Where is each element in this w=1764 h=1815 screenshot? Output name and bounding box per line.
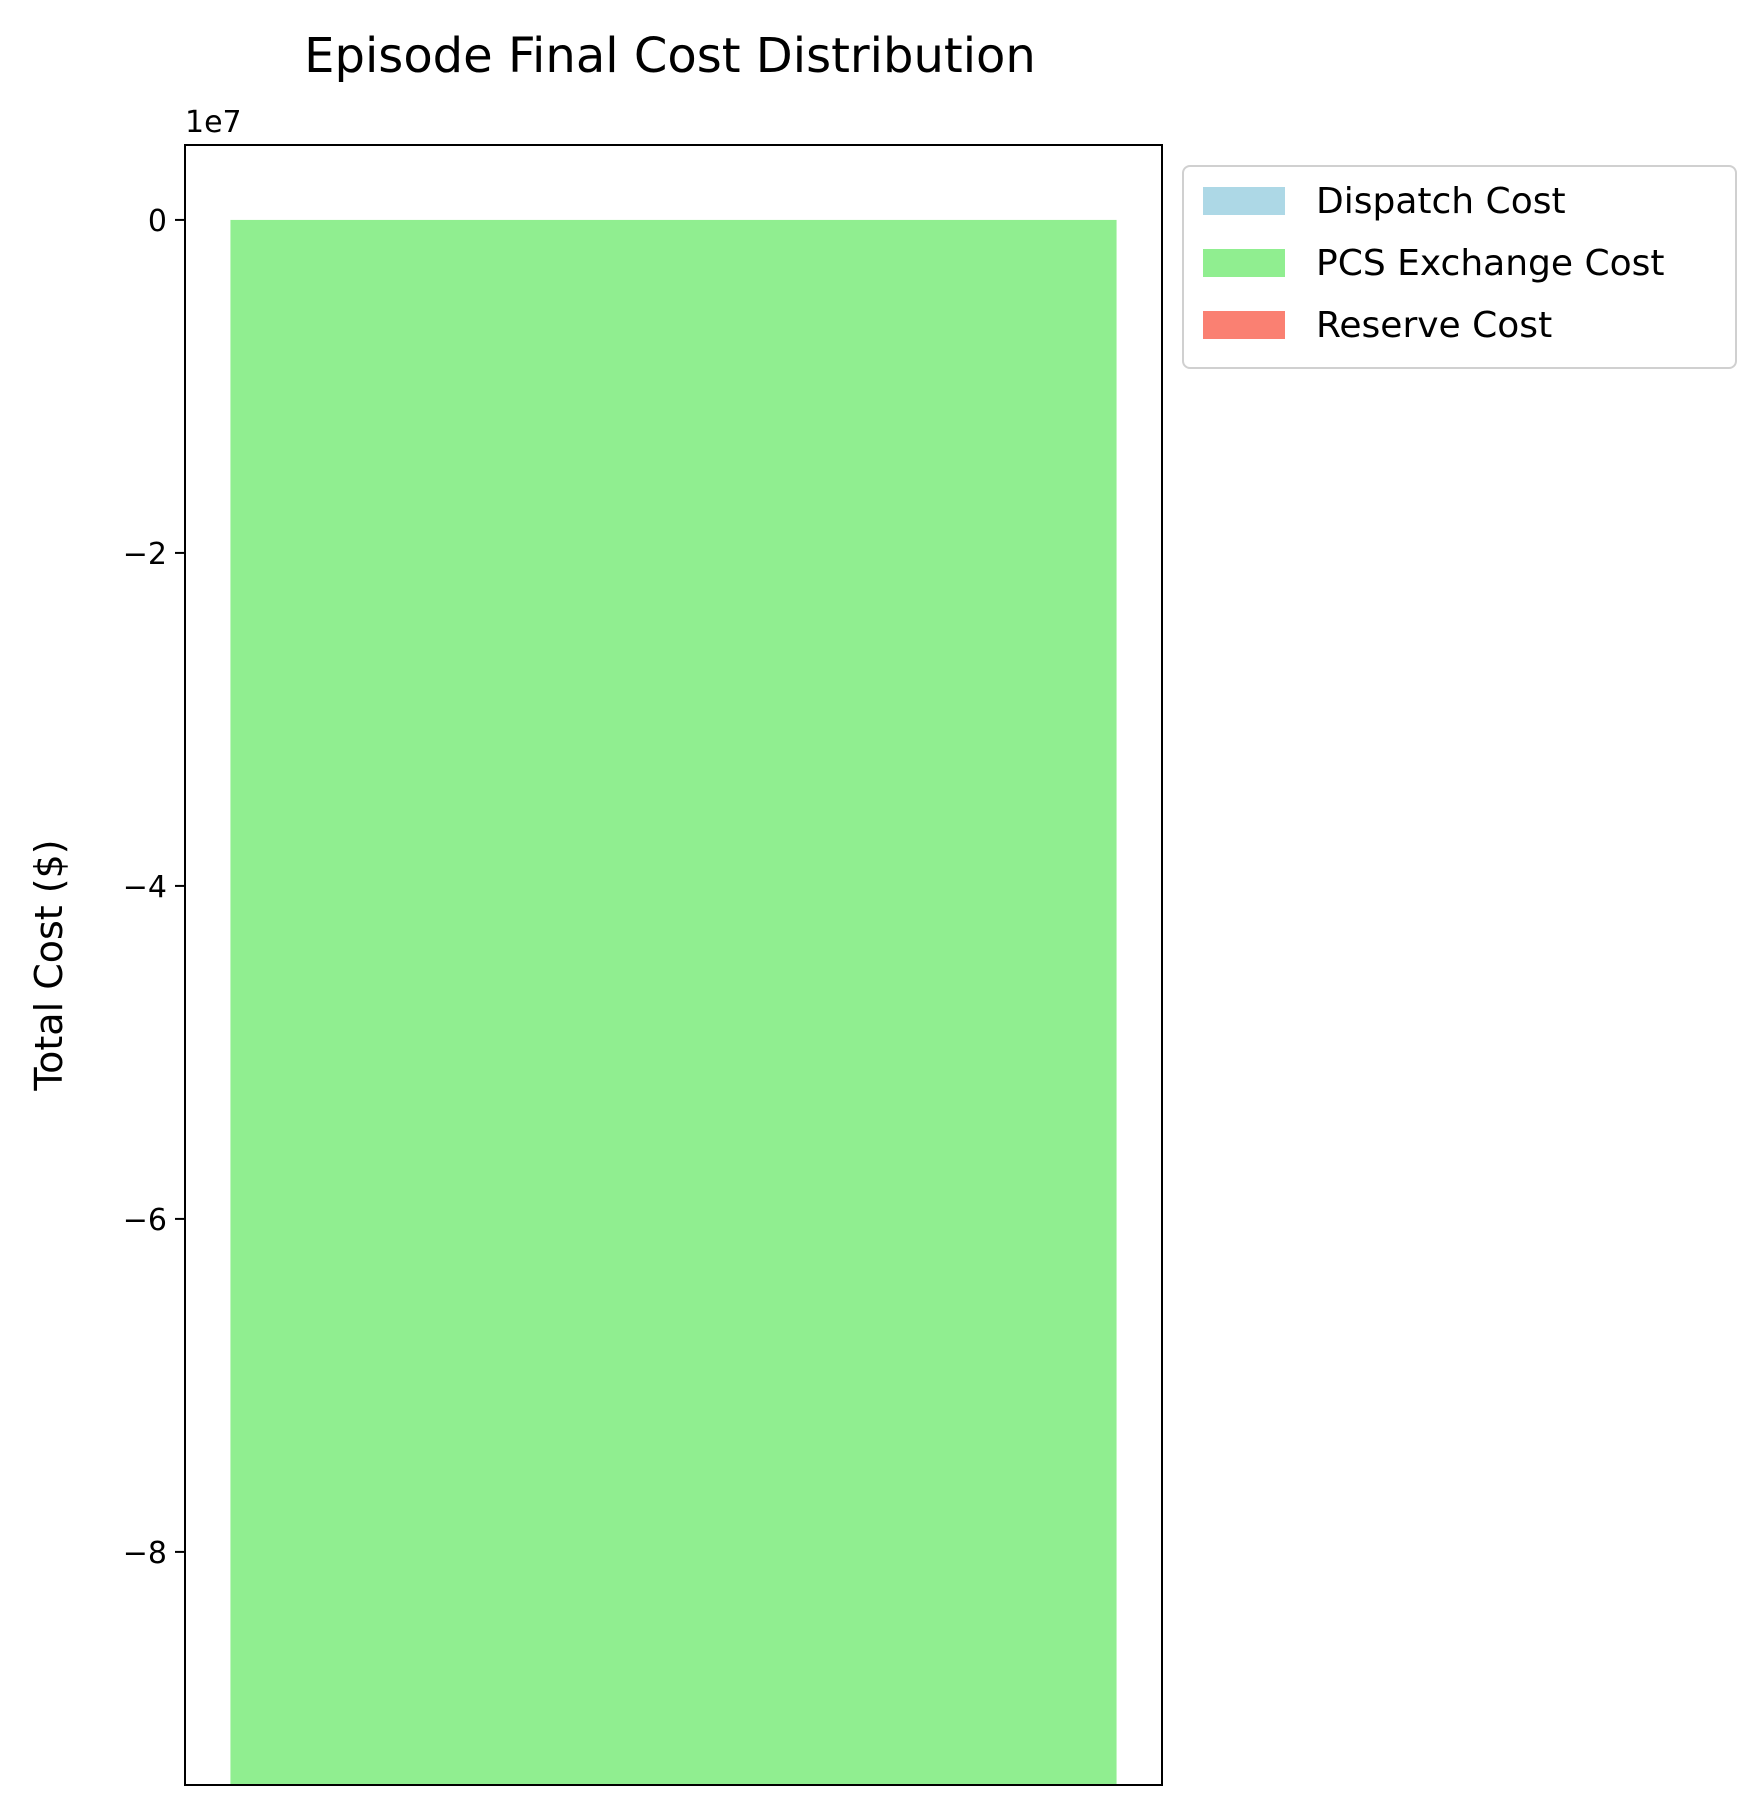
y-tick-label: −2 [123,537,167,572]
legend-swatch [1203,187,1285,215]
legend-label: Reserve Cost [1316,305,1552,346]
legend-swatch [1203,311,1285,339]
bars-layer [230,219,1117,1786]
bar-pcs-exchange-cost [230,219,1117,1786]
y-axis: 0 −2 −4 −6 −8 [123,204,185,1571]
chart-title: Episode Final Cost Distribution [304,28,1036,84]
y-axis-label: Total Cost ($) [27,839,71,1091]
y-tick-label: −8 [123,1536,167,1571]
legend-frame [1182,165,1737,369]
legend: Dispatch Cost PCS Exchange Cost Reserve Co… [1182,165,1737,369]
legend-label: PCS Exchange Cost [1316,243,1665,284]
y-axis-offset-label: 1e7 [185,105,242,140]
plot-area-frame [184,144,1163,1786]
legend-swatch [1203,249,1285,277]
y-tick-label: −6 [123,1203,167,1238]
y-tick-label: 0 [148,204,167,239]
legend-label: Dispatch Cost [1316,181,1566,222]
y-tick-label: −4 [123,870,167,905]
